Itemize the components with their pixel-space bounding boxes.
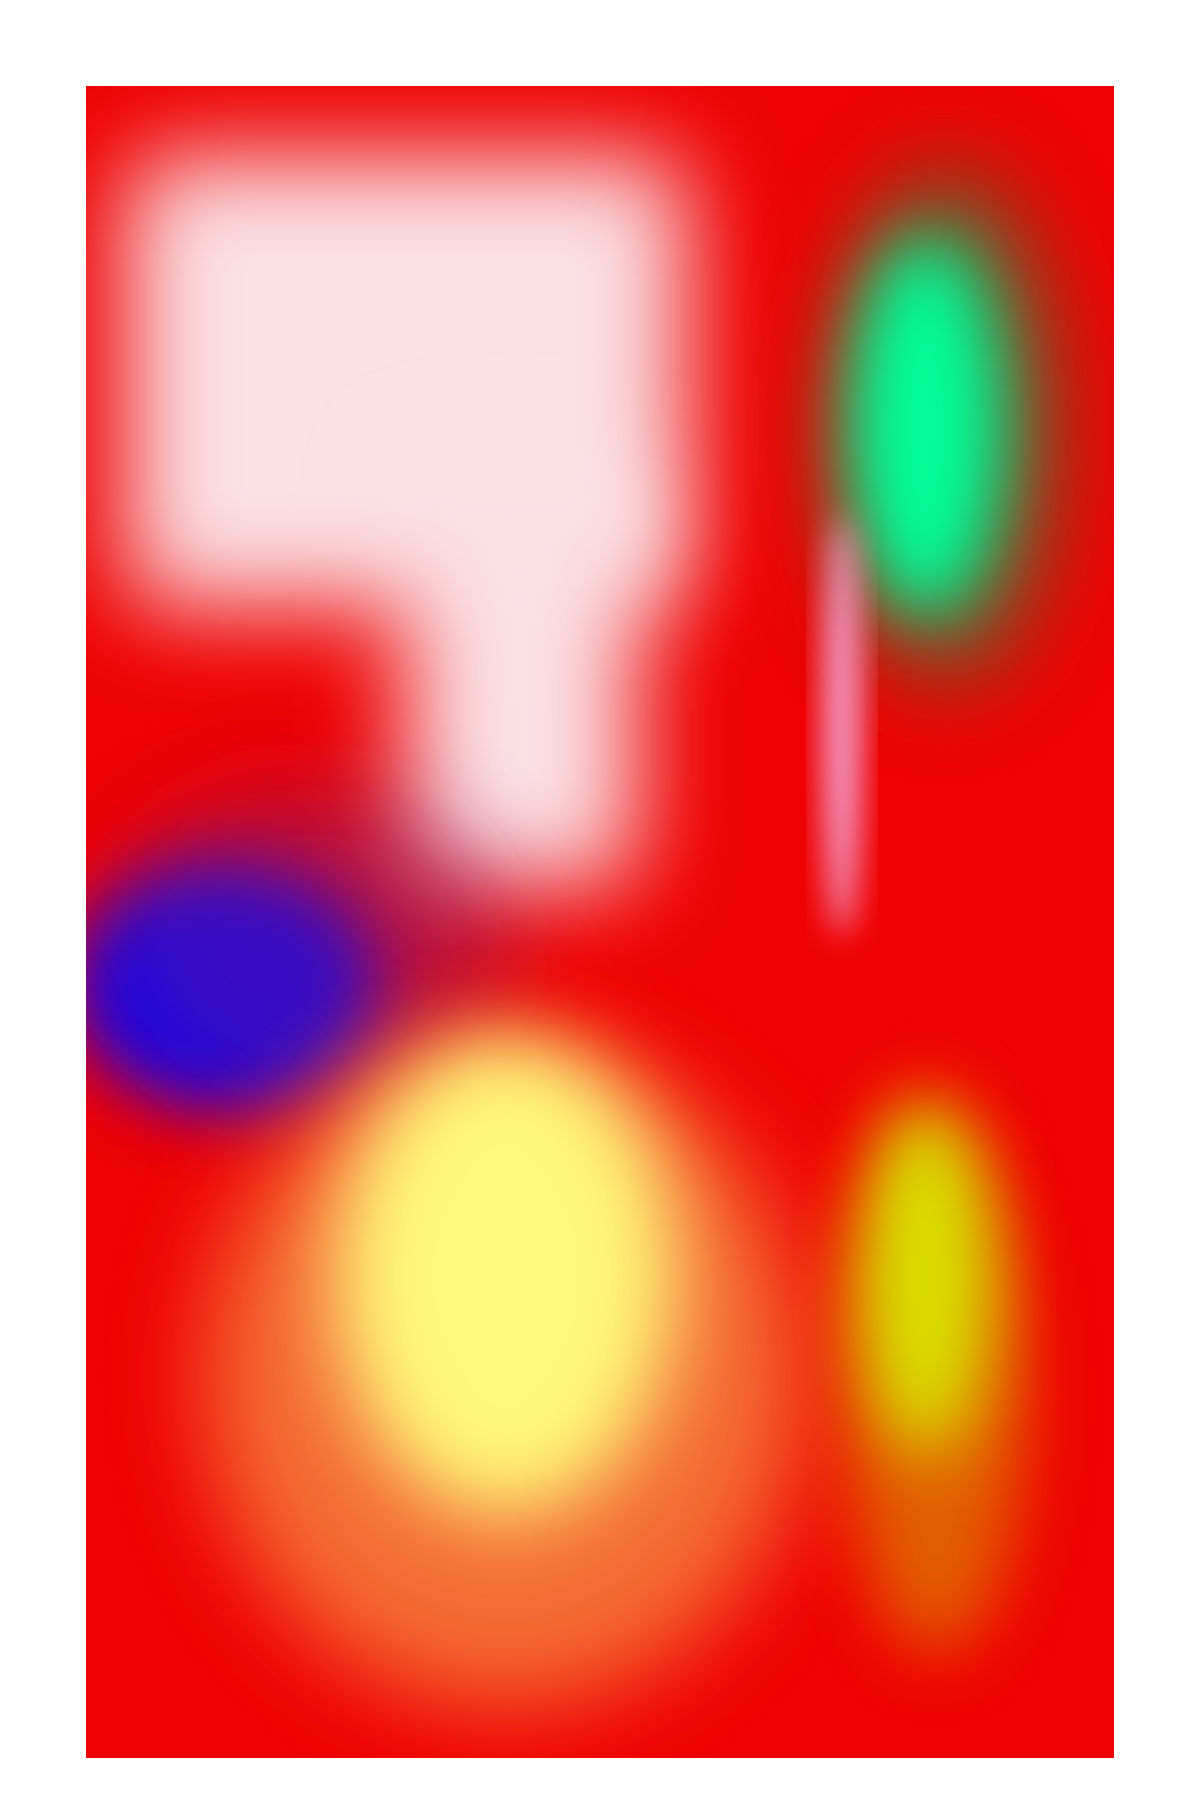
pale-pink-lower-column	[406, 466, 636, 886]
blurred-color-panel	[86, 86, 1114, 1758]
yellow-bottom-right-blob	[861, 1096, 991, 1456]
yellow-bottom-center-blob	[336, 1036, 676, 1516]
pink-sliver	[824, 516, 860, 936]
green-top-right-blob	[851, 236, 1001, 616]
blurred-artwork	[86, 86, 1114, 1758]
blue-left-glow	[106, 786, 506, 1106]
